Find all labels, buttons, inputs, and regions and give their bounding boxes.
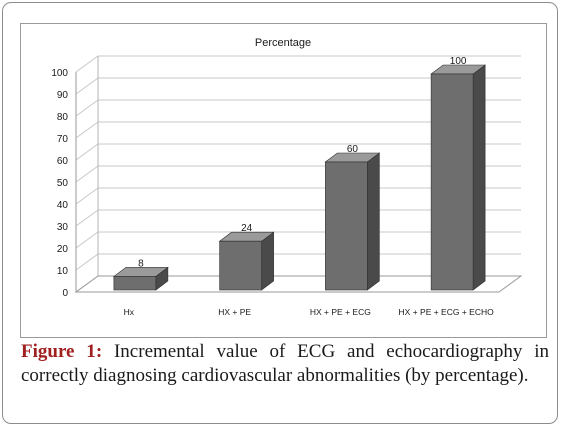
x-tick-label: Hx [124,307,135,317]
y-tick-label: 10 [57,266,69,277]
data-label: 100 [450,56,467,67]
side-gridline [75,121,99,139]
y-tick-label: 60 [57,156,69,167]
y-tick-label: 20 [57,244,69,255]
chart-axes [74,56,523,293]
figure-frame: 0 10 20 30 40 50 60 70 80 90 100 8 Hx 24 HX + PE 60 HX +… [2,2,558,424]
y-tick-label: 90 [57,90,69,101]
chart-labels: 0 10 20 30 40 50 60 70 80 90 100 8 Hx 24 HX + PE 60 HX +… [51,56,494,317]
y-tick-label: 80 [57,112,69,123]
side-gridline [75,55,99,73]
bar [325,161,368,291]
y-tick-label: 0 [62,288,68,299]
figure-caption: Figure 1: Incremental value of ECG and e… [21,340,549,388]
data-label: 60 [347,144,359,155]
side-gridline [75,187,99,205]
chart-bars [112,64,487,291]
y-tick-label: 100 [51,68,68,79]
chart-area: 0 10 20 30 40 50 60 70 80 90 100 8 Hx 24 HX + PE 60 HX +… [20,23,547,338]
caption-text: Incremental value of ECG and echocardiog… [21,341,549,386]
chart-title: Percentage [255,37,311,49]
bar-side [367,152,380,291]
x-tick-label: HX + PE + ECG + ECHO [399,307,495,317]
side-gridline [75,165,99,183]
y-tick-label: 50 [57,178,69,189]
bar-side [261,231,274,291]
bar [113,276,157,291]
side-gridline [75,231,99,249]
data-label: 8 [138,258,144,269]
chart-floor [74,275,523,293]
side-gridline [75,209,99,227]
bar-side [472,64,486,291]
y-tick-label: 30 [57,222,69,233]
side-gridline [75,143,99,161]
data-label: 24 [241,223,253,234]
bar-chart: 0 10 20 30 40 50 60 70 80 90 100 8 Hx 24 HX + PE 60 HX +… [51,37,523,317]
x-tick-label: HX + PE [218,307,251,317]
side-gridline [75,77,99,95]
y-tick-label: 70 [57,134,69,145]
bar [219,240,262,291]
side-gridline [75,253,99,271]
bar [430,73,474,291]
side-gridline [75,99,99,117]
caption-label: Figure 1 [21,341,96,362]
x-tick-label: HX + PE + ECG [310,307,371,317]
y-tick-label: 40 [57,200,69,211]
caption-separator: : [95,341,103,362]
